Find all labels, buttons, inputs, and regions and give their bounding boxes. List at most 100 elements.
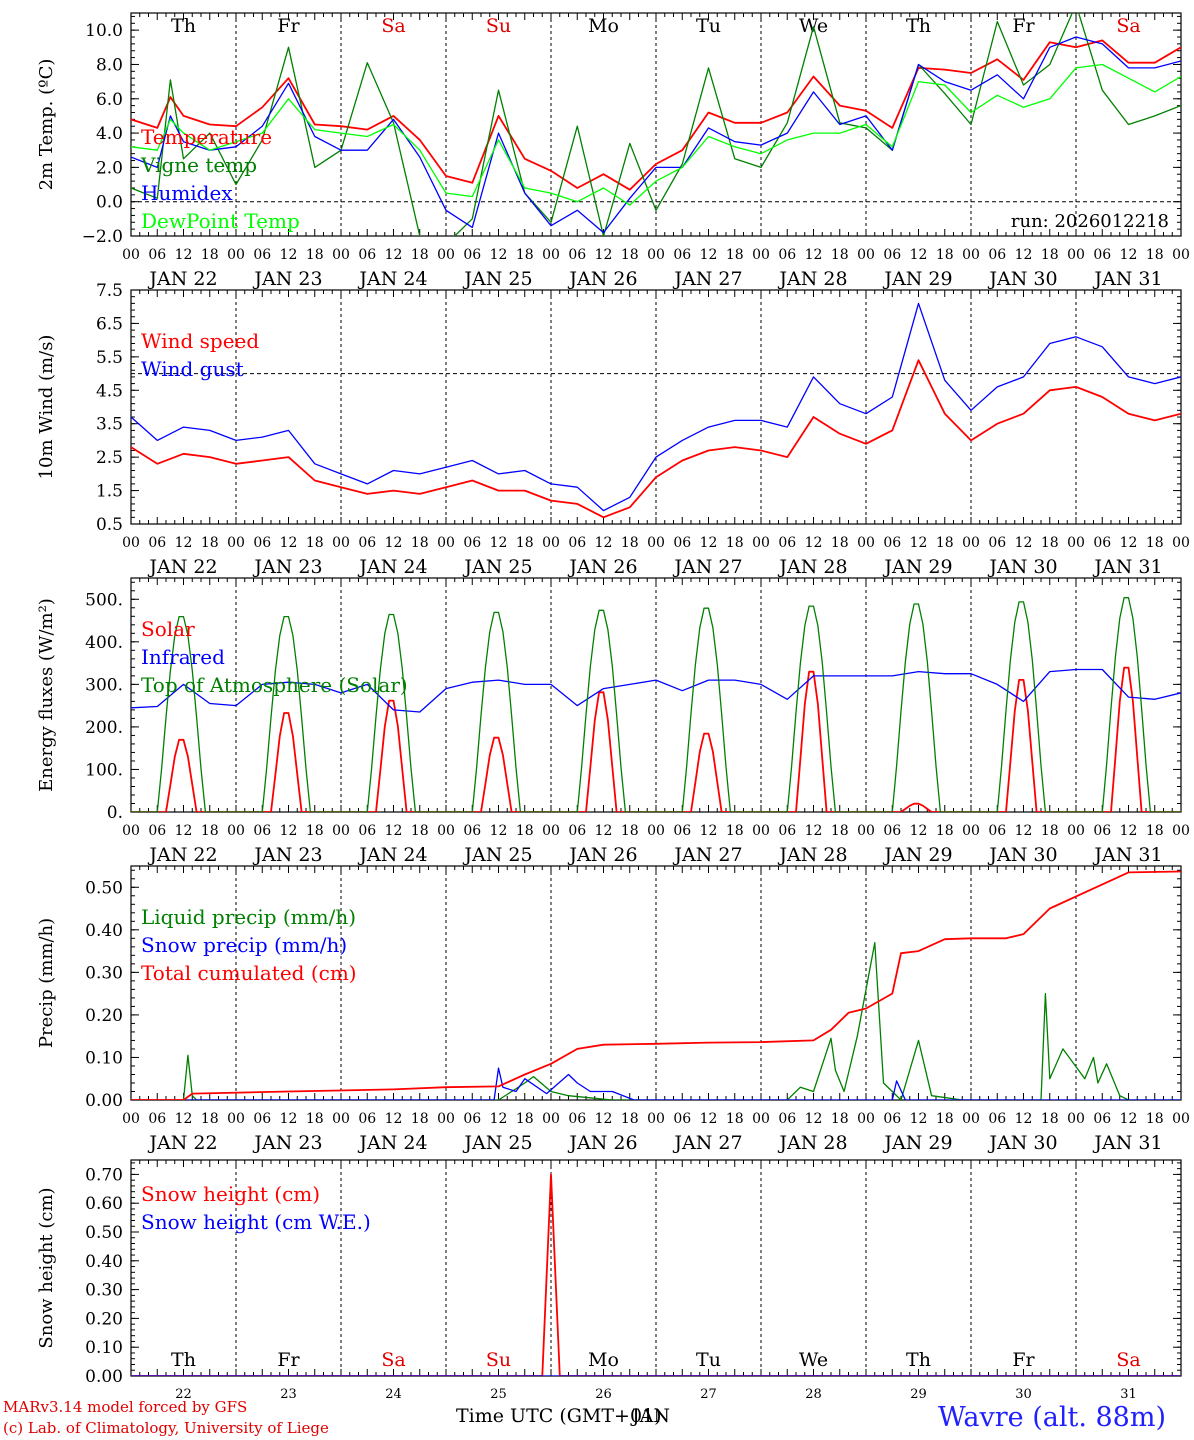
x-hour-label: 00 [332, 1111, 350, 1127]
legend-entry: Humidex [141, 181, 233, 205]
x-hour-label: 06 [1093, 247, 1111, 263]
y-tick-label: 0.70 [85, 1165, 123, 1185]
x-hour-label: 12 [595, 1111, 613, 1127]
x-hour-label: 00 [1067, 535, 1085, 551]
x-hour-label: 00 [332, 247, 350, 263]
y-tick-label: −2.0 [82, 227, 123, 247]
day-number-label: 30 [1015, 1387, 1032, 1402]
x-hour-label: 00 [437, 1111, 455, 1127]
y-tick-label: 0.10 [85, 1338, 123, 1358]
x-day-label: JAN 28 [777, 1132, 847, 1154]
x-hour-label: 06 [883, 823, 901, 839]
x-hour-label: 06 [148, 1111, 166, 1127]
x-day-label: JAN 25 [462, 844, 532, 866]
x-hour-label: 00 [1172, 823, 1190, 839]
x-hour-label: 06 [673, 823, 691, 839]
x-hour-label: 12 [1120, 1111, 1138, 1127]
x-hour-label: 18 [411, 535, 429, 551]
legend-entry: Snow precip (mm/h) [141, 933, 347, 957]
day-number-label: 28 [805, 1387, 822, 1402]
x-hour-label: 18 [1041, 1111, 1059, 1127]
legend-entry: DewPoint Temp [141, 209, 300, 233]
series-line-total-cumulated-cm [131, 870, 1181, 1100]
weekday-label: Su [486, 15, 511, 37]
plot-frame [130, 12, 1182, 237]
x-hour-label: 18 [1146, 535, 1164, 551]
x-hour-label: 12 [700, 535, 718, 551]
x-hour-label: 12 [1120, 823, 1138, 839]
x-day-label: JAN 27 [672, 268, 742, 290]
weekday-label: Th [906, 1349, 931, 1371]
x-hour-label: 18 [726, 823, 744, 839]
legend-entry: Snow height (cm W.E.) [141, 1210, 371, 1234]
weekday-label: We [799, 1349, 828, 1371]
x-day-label: JAN 22 [147, 268, 217, 290]
x-hour-label: 18 [516, 535, 534, 551]
y-tick-label: 6.5 [96, 314, 123, 334]
x-day-label: JAN 24 [357, 844, 427, 866]
legend-entry: Vigne temp [140, 153, 257, 177]
x-hour-label: 00 [227, 1111, 245, 1127]
x-hour-label: 18 [1146, 823, 1164, 839]
x-day-label: JAN 29 [882, 844, 952, 866]
x-hour-label: 12 [1120, 535, 1138, 551]
x-hour-label: 18 [201, 535, 219, 551]
y-tick-label: 500. [85, 590, 123, 610]
y-tick-label: 0.00 [85, 1367, 123, 1387]
x-hour-label: 12 [280, 823, 298, 839]
legend-entry: Top of Atmosphere (Solar) [141, 673, 408, 697]
x-hour-label: 12 [910, 1111, 928, 1127]
x-hour-label: 06 [568, 535, 586, 551]
x-hour-label: 00 [437, 823, 455, 839]
x-hour-label: 06 [148, 535, 166, 551]
legend-entry: Liquid precip (mm/h) [141, 905, 356, 929]
weekday-label: Fr [1012, 1349, 1035, 1371]
panel-energy: 0. 100. 200. 300. 400. 500. Energy fluxes (W/m… [36, 577, 1190, 866]
x-day-label: JAN 29 [882, 556, 952, 578]
x-hour-label: 06 [568, 823, 586, 839]
x-day-label: JAN 31 [1092, 844, 1162, 866]
x-hour-label: 12 [385, 247, 403, 263]
x-hour-label: 06 [463, 1111, 481, 1127]
x-day-label: JAN 30 [987, 844, 1057, 866]
weekday-label: Fr [277, 1349, 300, 1371]
series-line-infrared [131, 668, 1181, 713]
x-day-label: JAN 30 [987, 556, 1057, 578]
x-hour-label: 18 [411, 823, 429, 839]
x-day-label: JAN 23 [252, 844, 322, 866]
weekday-label: Sa [381, 15, 405, 37]
x-hour-label: 00 [437, 247, 455, 263]
x-hour-label: 00 [542, 1111, 560, 1127]
x-hour-label: 06 [463, 535, 481, 551]
x-hour-label: 06 [988, 1111, 1006, 1127]
x-hour-label: 06 [778, 1111, 796, 1127]
x-day-label: JAN 22 [147, 844, 217, 866]
day-number-label: 31 [1120, 1387, 1137, 1402]
x-day-label: JAN 29 [882, 268, 952, 290]
x-hour-label: 00 [542, 823, 560, 839]
y-tick-label: 4.5 [96, 381, 123, 401]
y-axis-label: Precip (mm/h) [36, 918, 57, 1048]
x-hour-label: 00 [227, 823, 245, 839]
weekday-label: Sa [1116, 15, 1140, 37]
x-day-label: JAN 25 [462, 1132, 532, 1154]
series-line-vigne-temp [131, 13, 1181, 236]
panel-snow: 0.00 0.10 0.20 0.30 0.40 0.50 0.60 0.70 Snow hei… [36, 1159, 1182, 1402]
x-hour-label: 18 [411, 1111, 429, 1127]
series-line-snow-height-cm [131, 1173, 1181, 1376]
x-hour-label: 12 [175, 247, 193, 263]
series-line-dewpoint-temp [131, 63, 1181, 206]
y-axis-label: Energy fluxes (W/m²) [36, 598, 57, 792]
x-hour-label: 12 [280, 1111, 298, 1127]
x-hour-label: 00 [1067, 247, 1085, 263]
weekday-label: We [799, 15, 828, 37]
x-hour-label: 00 [962, 1111, 980, 1127]
x-hour-label: 18 [726, 1111, 744, 1127]
x-hour-label: 18 [516, 247, 534, 263]
x-hour-label: 00 [857, 535, 875, 551]
x-hour-label: 12 [385, 535, 403, 551]
x-hour-label: 06 [148, 247, 166, 263]
x-hour-label: 06 [358, 823, 376, 839]
x-day-label: JAN 26 [567, 844, 637, 866]
x-hour-label: 00 [1172, 247, 1190, 263]
